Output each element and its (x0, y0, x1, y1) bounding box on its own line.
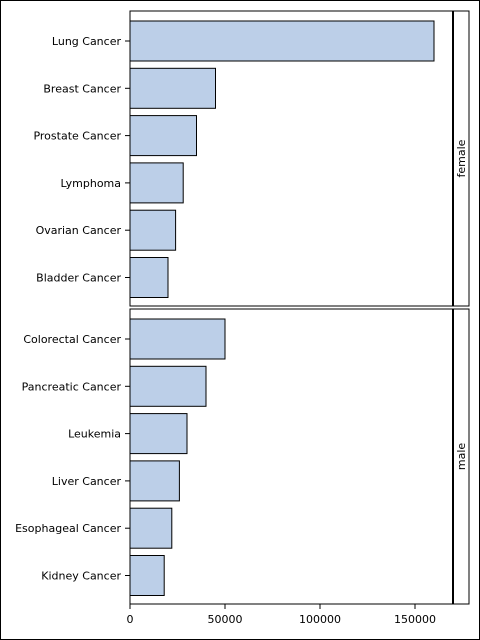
y-tick-label: Liver Cancer (52, 475, 122, 488)
y-tick-label: Lymphoma (61, 177, 121, 190)
bar (129, 162, 184, 204)
y-tick-label: Leukemia (68, 428, 121, 441)
bar (129, 115, 197, 157)
y-tick-label: Kidney Cancer (41, 570, 121, 583)
y-tick-label: Breast Cancer (43, 82, 121, 95)
x-tick-label: 0 (127, 613, 134, 626)
bar (129, 257, 169, 298)
y-tick-label: Ovarian Cancer (36, 224, 122, 237)
bar (129, 318, 226, 360)
bar (129, 555, 165, 596)
y-tick-label: Pancreatic Cancer (22, 380, 122, 393)
bar (129, 67, 216, 109)
x-tick-label: 100000 (299, 613, 341, 626)
bar (129, 507, 173, 549)
bar (129, 413, 188, 455)
panel-strip-label: male (455, 443, 468, 471)
x-tick-label: 50000 (208, 613, 243, 626)
y-tick-label: Esophageal Cancer (15, 522, 121, 535)
y-tick-label: Prostate Cancer (33, 130, 121, 143)
y-tick-label: Colorectal Cancer (23, 333, 121, 346)
bar (129, 365, 207, 407)
y-tick-label: Bladder Cancer (36, 272, 121, 285)
bar (129, 20, 435, 62)
bar (129, 209, 177, 251)
y-tick-label: Lung Cancer (52, 35, 122, 48)
bar (129, 460, 180, 502)
panel-frame-female (129, 10, 470, 307)
x-tick-label: 150000 (394, 613, 436, 626)
panel-strip-label: female (455, 139, 468, 177)
